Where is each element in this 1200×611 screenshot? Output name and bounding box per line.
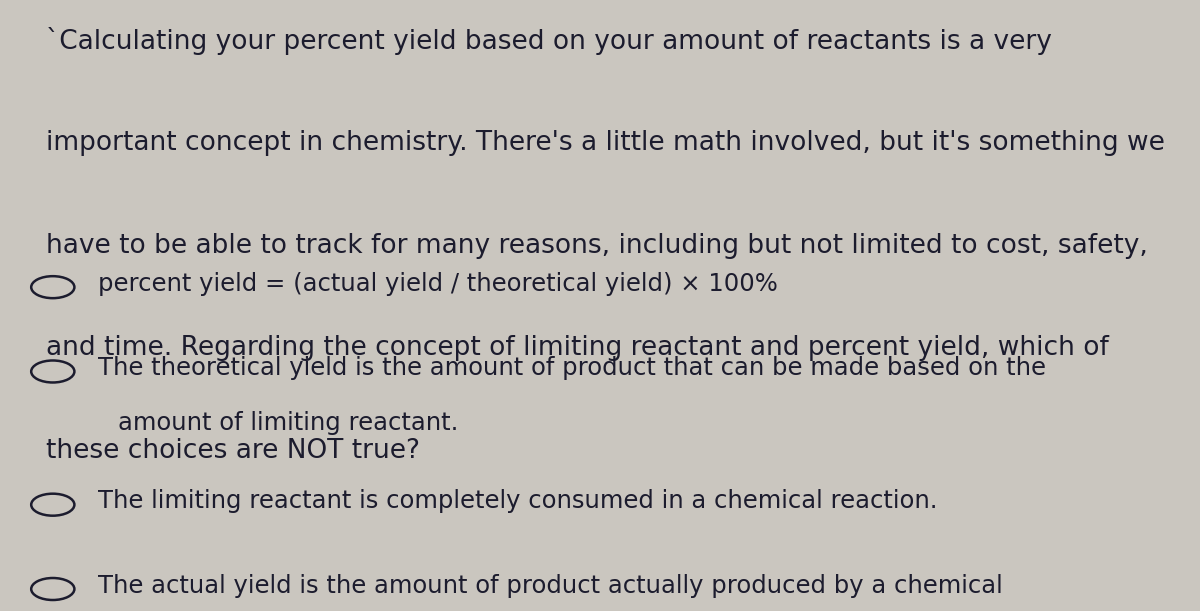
Text: amount of limiting reactant.: amount of limiting reactant.	[118, 411, 458, 435]
Text: percent yield = (actual yield / theoretical yield) × 100%: percent yield = (actual yield / theoreti…	[98, 272, 779, 296]
Text: `Calculating your percent yield based on your amount of reactants is a very: `Calculating your percent yield based on…	[46, 27, 1051, 56]
Text: and time. Regarding the concept of limiting reactant and percent yield, which of: and time. Regarding the concept of limit…	[46, 335, 1109, 362]
Text: The actual yield is the amount of product actually produced by a chemical: The actual yield is the amount of produc…	[98, 574, 1003, 598]
Text: important concept in chemistry. There's a little math involved, but it's somethi: important concept in chemistry. There's …	[46, 130, 1164, 156]
Text: these choices are NOT true?: these choices are NOT true?	[46, 438, 420, 464]
Text: The limiting reactant is completely consumed in a chemical reaction.: The limiting reactant is completely cons…	[98, 489, 938, 513]
Text: The theoretical yield is the amount of product that can be made based on the: The theoretical yield is the amount of p…	[98, 356, 1046, 380]
Text: have to be able to track for many reasons, including but not limited to cost, sa: have to be able to track for many reason…	[46, 233, 1147, 259]
